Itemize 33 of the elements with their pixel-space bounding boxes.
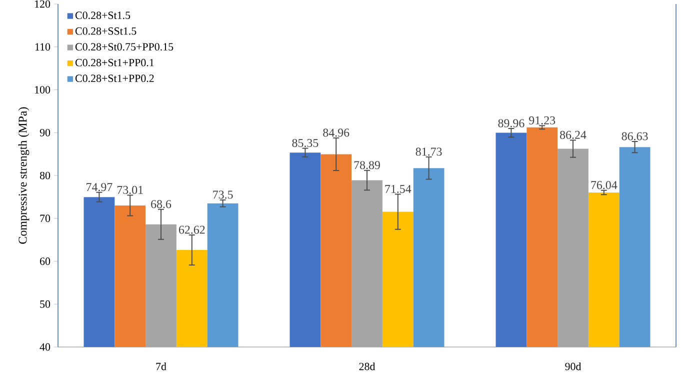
y-tick-label: 90 xyxy=(40,128,50,136)
legend-label: C0.28+St1+PP0.2 xyxy=(75,74,154,82)
legend-label: C0.28+St1.5 xyxy=(75,12,130,20)
data-label: 74.97 xyxy=(86,183,112,192)
y-tick-label: 70 xyxy=(40,214,50,222)
data-label: 78.89 xyxy=(354,161,380,170)
data-label: 86.63 xyxy=(622,132,648,140)
legend-label: C0.28+St0.75+PP0.15 xyxy=(75,43,174,51)
x-tick-label: 7d xyxy=(156,362,166,370)
x-tick-label: 90d xyxy=(565,362,582,370)
data-label: 91.23 xyxy=(529,116,556,124)
data-label: 71.54 xyxy=(385,184,412,194)
data-label: 84.96 xyxy=(323,128,350,137)
data-label: 73.01 xyxy=(117,186,143,194)
data-label: 85.35 xyxy=(292,138,318,148)
data-label: 86.24 xyxy=(560,130,586,139)
y-tick-label: 100 xyxy=(35,86,50,94)
y-tick-label: 60 xyxy=(40,258,50,265)
legend-label: C0.28+SSt1.5 xyxy=(75,27,136,35)
data-label: 73.5 xyxy=(213,190,233,199)
data-label: 76.04 xyxy=(591,181,618,190)
legend-label: C0.28+St1+PP0.1 xyxy=(75,58,154,66)
y-tick-label: 120 xyxy=(35,0,50,8)
y-tick-label: 50 xyxy=(40,300,50,308)
y-tick-label: 110 xyxy=(35,43,50,51)
y-tick-label: 80 xyxy=(40,172,50,180)
data-label: 62.62 xyxy=(178,226,205,234)
data-label: 81.73 xyxy=(416,148,442,156)
y-tick-label: 40 xyxy=(40,343,50,351)
y-axis-title: Compressive strength (MPa) xyxy=(18,107,30,244)
x-tick-label: 28d xyxy=(359,362,376,370)
data-label: 89.96 xyxy=(498,119,524,128)
data-label: 68.6 xyxy=(151,200,172,208)
